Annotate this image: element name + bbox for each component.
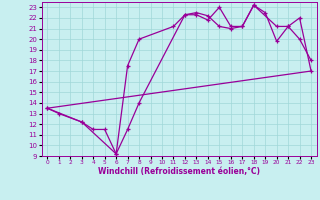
X-axis label: Windchill (Refroidissement éolien,°C): Windchill (Refroidissement éolien,°C) (98, 167, 260, 176)
